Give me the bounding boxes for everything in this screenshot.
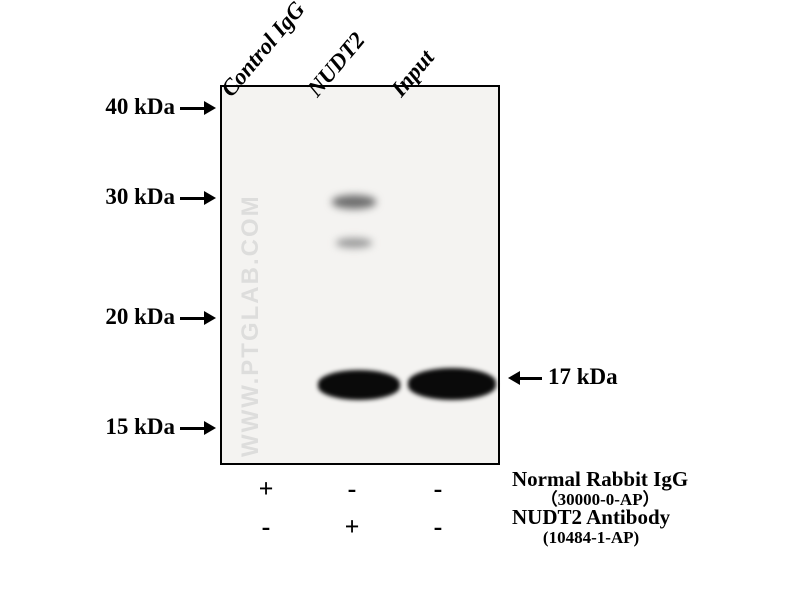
condition-cell: - [428, 474, 448, 504]
blot-band [318, 370, 400, 400]
condition-cell: - [428, 512, 448, 542]
blot-band [332, 195, 376, 209]
marker-label: 30 kDa [80, 184, 175, 210]
antibody-label: Normal Rabbit IgG（30000-0-AP） [512, 468, 688, 510]
marker-arrow-head [204, 191, 216, 205]
marker-arrow-stem [180, 197, 204, 200]
marker-label: 40 kDa [80, 94, 175, 120]
marker-arrow-stem [180, 317, 204, 320]
condition-cell: + [342, 512, 362, 542]
marker-arrow-head [204, 101, 216, 115]
antibody-name: NUDT2 Antibody [512, 506, 670, 529]
antibody-name: Normal Rabbit IgG [512, 468, 688, 491]
condition-cell: + [256, 474, 276, 504]
antibody-catalog: (10484-1-AP) [512, 529, 670, 548]
marker-arrow-head [204, 311, 216, 325]
figure-container: WWW.PTGLAB.COM Control IgGNUDT2Input 40 … [0, 0, 800, 600]
marker-arrow-stem [180, 427, 204, 430]
blot-band [336, 238, 372, 248]
marker-arrow-head [204, 421, 216, 435]
condition-cell: - [342, 474, 362, 504]
blot-band [408, 368, 496, 400]
marker-label: 20 kDa [80, 304, 175, 330]
target-arrow-head [508, 371, 520, 385]
marker-label: 15 kDa [80, 414, 175, 440]
marker-arrow-stem [180, 107, 204, 110]
target-arrow-stem [520, 377, 542, 380]
antibody-label: NUDT2 Antibody(10484-1-AP) [512, 506, 670, 548]
target-band-label: 17 kDa [548, 364, 618, 390]
condition-cell: - [256, 512, 276, 542]
watermark-text: WWW.PTGLAB.COM [237, 194, 265, 457]
western-blot-membrane: WWW.PTGLAB.COM [220, 85, 500, 465]
